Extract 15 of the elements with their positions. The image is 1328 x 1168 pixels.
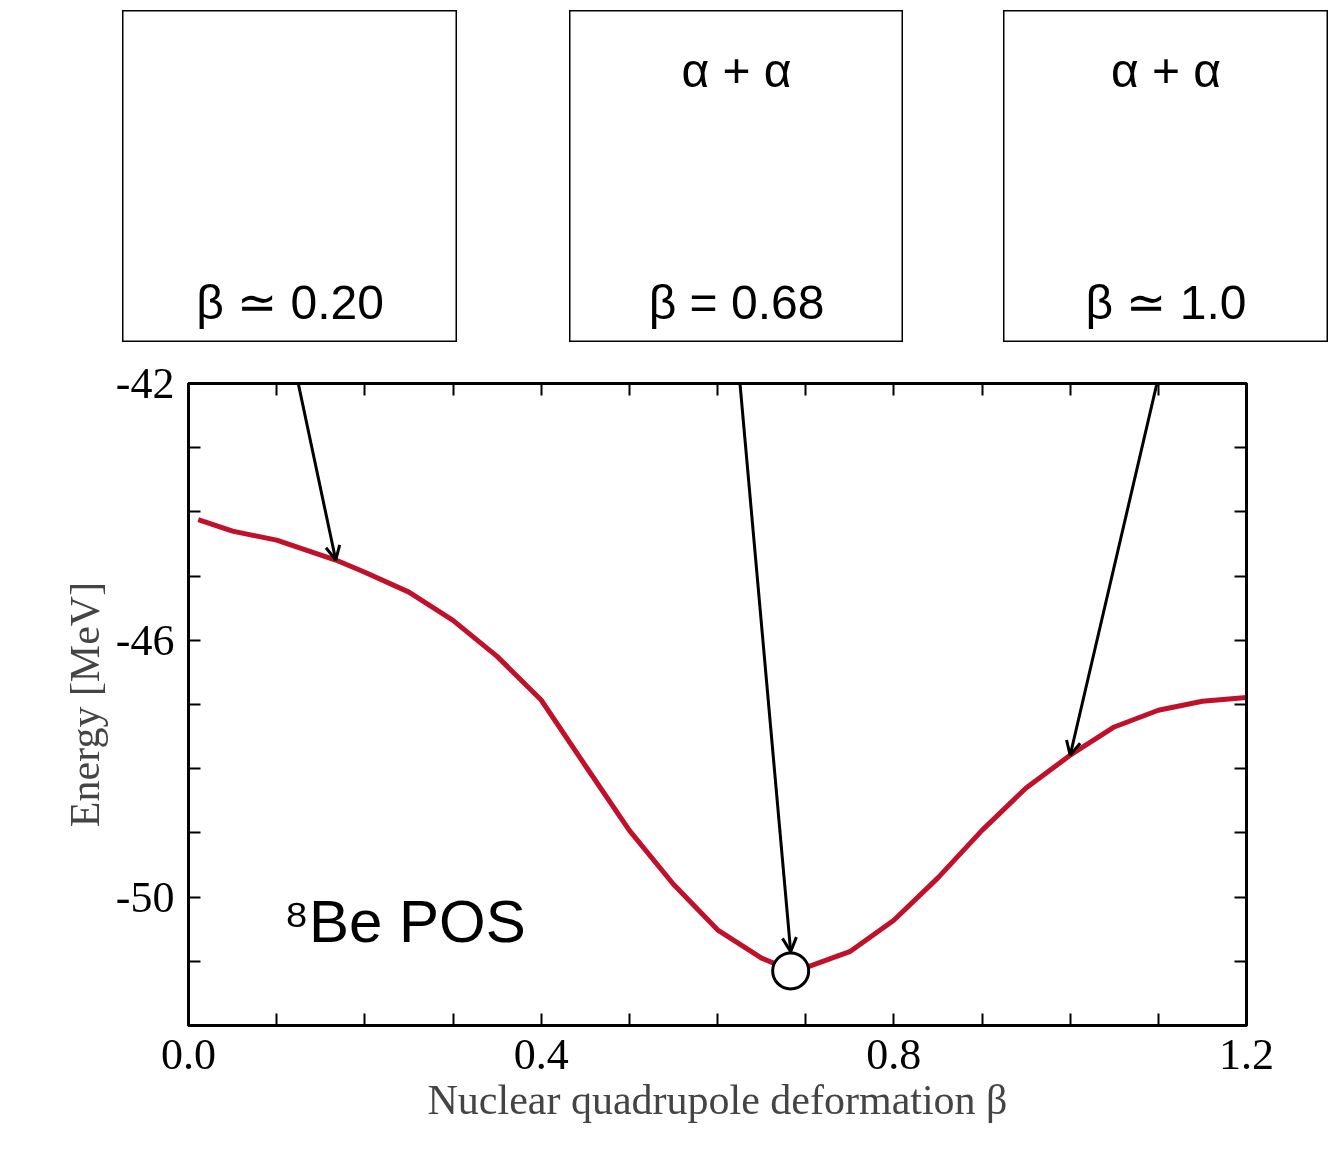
x-tick-label: 0.0 — [161, 1029, 216, 1079]
y-tick-label: -50 — [115, 872, 175, 922]
annotation: β ≃ 1.0 — [1085, 276, 1247, 330]
x-tick-label: 1.2 — [1219, 1029, 1274, 1079]
text: α + α — [1110, 43, 1222, 97]
text: α + α — [681, 43, 792, 97]
x-axis-title: Nuclear quadrupole deformation β — [427, 1076, 1008, 1123]
x-tick-label: 0.4 — [513, 1029, 569, 1079]
y-tick-label: -42 — [115, 359, 175, 408]
annotation: ⁸Be POS — [283, 887, 526, 955]
annotation: β ≃ 0.20 — [196, 276, 384, 330]
x-tick-label: 0.8 — [866, 1029, 922, 1079]
y-tick-label: -46 — [115, 615, 175, 665]
y-axis-title: Energy [MeV] — [61, 581, 108, 828]
annotation: β = 0.68 — [648, 276, 825, 330]
